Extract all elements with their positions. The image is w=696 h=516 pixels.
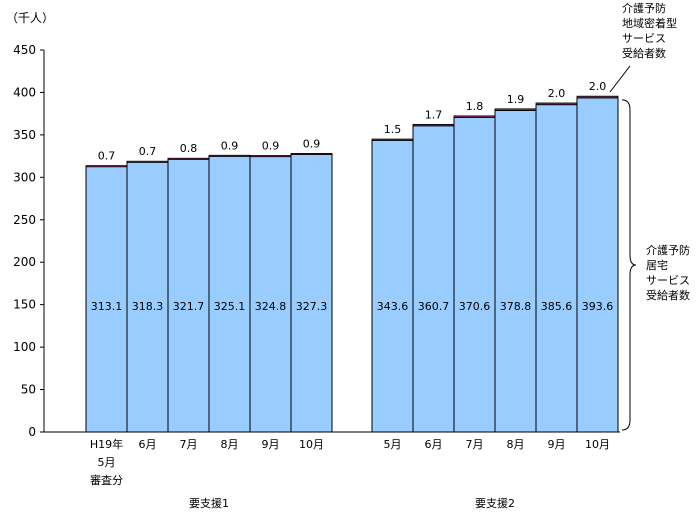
top-value-label: 0.9 [221,139,239,152]
bar-top-segment [576,95,619,99]
y-tick-label: 200 [13,255,36,269]
category-label: 9月 [262,438,280,451]
base-value-label: 327.3 [296,300,328,313]
top-value-label: 0.8 [180,142,198,155]
bar-base-segment [494,109,537,433]
bar-top-segment [535,102,578,106]
bar-top-segment [494,108,537,111]
y-tick-label: 450 [13,43,36,57]
base-value-label: 324.8 [255,300,287,313]
y-tick-label: 100 [13,340,36,354]
bar-base-segment [85,165,128,433]
top-value-label: 1.9 [507,93,525,106]
y-tick-label: 150 [13,298,36,312]
category-label: 5月 [384,438,402,451]
bar-top-segment [453,115,496,118]
annotation-leader-line [609,65,631,93]
bar-top-segment [290,152,333,155]
base-value-label: 343.6 [377,300,409,313]
y-tick-label: 300 [13,170,36,184]
bar-top-segment [167,157,210,160]
category-label: 5月 [98,456,116,469]
top-value-label: 0.7 [98,150,116,163]
category-label: 10月 [585,438,610,451]
y-tick-label: 50 [21,383,36,397]
bar-top-segment [126,160,169,163]
top-value-label: 0.7 [139,145,157,158]
top-series-annotation: 介護予防 [622,1,666,15]
group-label: 要支援1 [189,496,229,510]
group-label: 要支援2 [475,496,515,510]
y-tick-label: 0 [28,425,36,439]
base-value-label: 385.6 [541,300,573,313]
top-value-label: 0.9 [262,140,280,153]
base-value-label: 360.7 [418,300,450,313]
category-label: 10月 [299,438,324,451]
top-value-label: 2.0 [589,80,607,93]
base-value-label: 370.6 [459,300,491,313]
category-label: 8月 [221,438,239,451]
top-series-annotation: サービス [622,32,666,45]
bar-base-segment [371,139,414,433]
base-value-label: 393.6 [582,300,614,313]
top-value-label: 1.5 [384,123,402,136]
category-label: 審査分 [90,473,123,487]
category-label: 7月 [180,438,198,451]
base-series-annotation: 介護予防 [646,243,690,257]
bar-top-segment [85,165,128,168]
base-series-annotation: 居宅 [646,258,668,272]
base-value-label: 321.7 [173,300,205,313]
y-unit-label: （千人） [6,11,54,25]
top-value-label: 1.7 [425,108,443,121]
y-tick-label: 400 [13,85,36,99]
base-value-label: 378.8 [500,300,532,313]
y-tick-label: 350 [13,128,36,142]
bar-base-segment [576,97,619,433]
category-label: 9月 [548,438,566,451]
base-value-label: 325.1 [214,300,246,313]
bar-base-segment [126,161,169,433]
bar-base-segment [535,104,578,433]
category-label: 6月 [425,438,443,451]
top-series-annotation: 地域密着型 [622,16,677,30]
base-series-annotation: 受給者数 [646,288,690,302]
category-label: 7月 [466,438,484,451]
bar-base-segment [453,116,496,433]
bar-top-segment [208,154,251,157]
top-value-label: 0.9 [303,137,321,150]
base-value-label: 318.3 [132,300,164,313]
curly-brace [621,99,637,431]
base-series-annotation: サービス [646,274,690,287]
base-value-label: 313.1 [91,300,123,313]
top-value-label: 2.0 [548,87,566,100]
bar-base-segment [290,153,333,433]
bar-base-segment [167,158,210,433]
top-series-annotation: 受給者数 [622,46,666,60]
category-label: H19年 [90,437,123,451]
bar-base-segment [208,155,251,433]
bar-base-segment [249,155,292,433]
bar-top-segment [412,123,455,127]
bar-base-segment [412,125,455,433]
y-tick-label: 250 [13,213,36,227]
category-label: 6月 [139,438,157,451]
category-label: 8月 [507,438,525,451]
bar-top-segment [371,138,414,141]
axes: 0 50 100 150 200 250 300 350 400 450 [13,43,620,439]
bars [85,95,619,433]
bar-top-segment [249,155,292,158]
top-value-label: 1.8 [466,100,484,113]
